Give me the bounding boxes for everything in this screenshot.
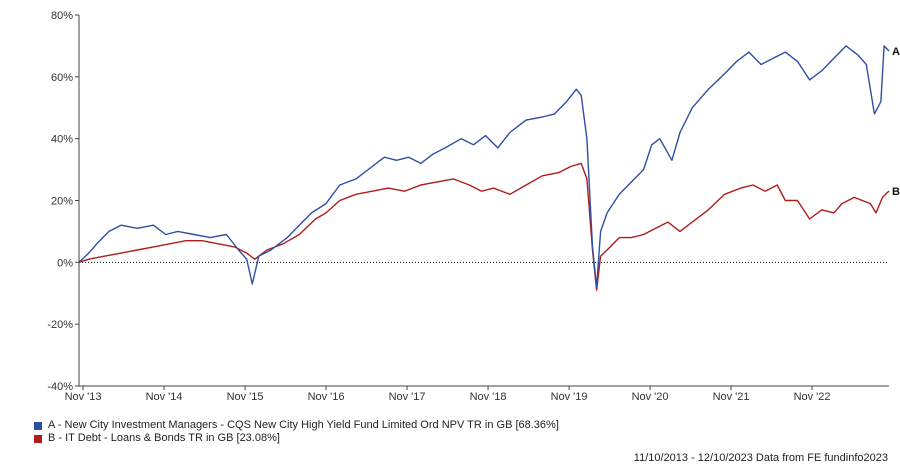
x-axis-ticks: Nov '13 Nov '14 Nov '15 Nov '16 Nov '17 Nov '… <box>65 386 831 403</box>
series-end-label-a: A <box>892 46 900 58</box>
legend: A - New City Investment Managers - CQS N… <box>34 419 559 445</box>
data-source-footer: 11/10/2013 - 12/10/2023 Data from FE fun… <box>633 452 888 464</box>
series-lines <box>78 45 890 291</box>
series-end-label-b: B <box>892 186 900 198</box>
y-tick-label: 60% <box>51 72 73 84</box>
legend-item-a: A - New City Investment Managers - CQS N… <box>34 419 559 432</box>
y-axis-ticks: 80% 60% 40% 20% 0% -20% -40% <box>47 10 79 393</box>
x-tick-label: Nov '14 <box>146 391 183 403</box>
x-tick-label: Nov '18 <box>470 391 507 403</box>
legend-label-b: B - IT Debt - Loans & Bonds TR in GB [23… <box>48 432 280 444</box>
y-tick-label: -40% <box>47 381 73 393</box>
legend-label-a: A - New City Investment Managers - CQS N… <box>48 419 559 431</box>
x-tick-label: Nov '17 <box>389 391 426 403</box>
x-tick-label: Nov '21 <box>713 391 750 403</box>
x-tick-label: Nov '22 <box>794 391 831 403</box>
series-line-b <box>78 162 890 291</box>
series-line-a <box>78 45 890 288</box>
y-tick-label: 0% <box>57 257 73 269</box>
x-tick-label: Nov '15 <box>227 391 264 403</box>
x-tick-label: Nov '20 <box>632 391 669 403</box>
x-tick-label: Nov '16 <box>308 391 345 403</box>
legend-swatch-a <box>34 421 42 430</box>
y-tick-label: -20% <box>47 319 73 331</box>
x-tick-label: Nov '19 <box>551 391 588 403</box>
legend-swatch-b <box>34 434 42 443</box>
y-tick-label: 80% <box>51 10 73 22</box>
series-end-labels: BA <box>892 46 900 198</box>
legend-item-b: B - IT Debt - Loans & Bonds TR in GB [23… <box>34 432 559 445</box>
y-tick-label: 40% <box>51 134 73 146</box>
x-tick-label: Nov '13 <box>65 391 102 403</box>
y-tick-label: 20% <box>51 196 73 208</box>
